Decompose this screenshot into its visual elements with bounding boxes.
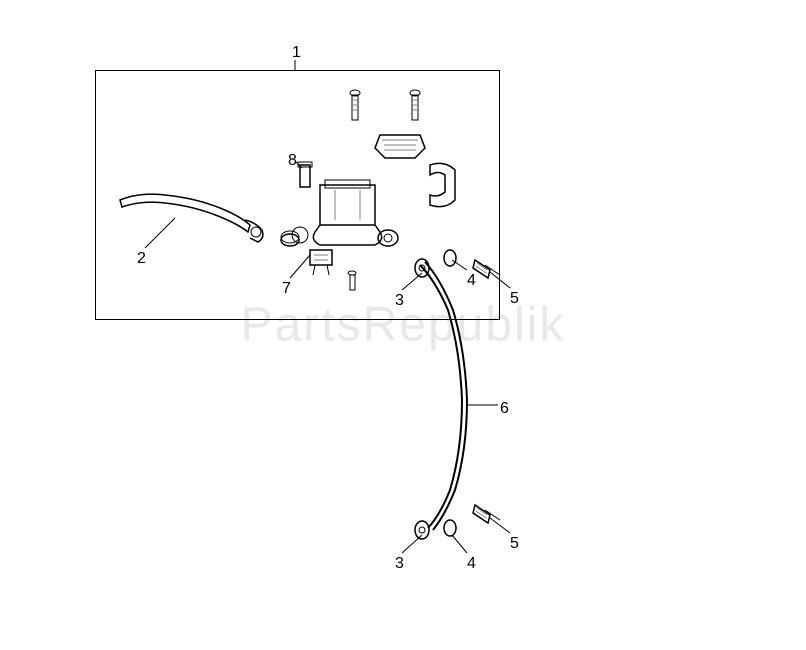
screws-drawing [350, 90, 420, 120]
master-cylinder-drawing [313, 180, 398, 246]
small-screw-drawing [348, 271, 356, 290]
cap-nut-drawing [281, 231, 299, 246]
bottom-banjo-drawing [415, 505, 500, 539]
callout-4b: 4 [467, 555, 476, 573]
callout-3a: 3 [395, 292, 404, 310]
parts-diagram: PartsRepublik [0, 0, 806, 650]
diagram-drawing [0, 0, 806, 650]
callout-8: 8 [288, 152, 297, 170]
brake-lever-drawing [120, 194, 263, 242]
reservoir-cap-drawing [375, 135, 425, 158]
callout-4a: 4 [467, 272, 476, 290]
callout-7: 7 [282, 280, 291, 298]
pivot-bolt-drawing [292, 162, 312, 243]
callout-6: 6 [500, 400, 509, 418]
callout-5b: 5 [510, 535, 519, 553]
switch-drawing [310, 250, 332, 275]
brake-hose-drawing [420, 262, 467, 530]
callout-5a: 5 [510, 290, 519, 308]
callout-2: 2 [137, 250, 146, 268]
mounting-bracket-drawing [430, 163, 455, 206]
callout-1: 1 [292, 44, 301, 62]
callout-3b: 3 [395, 555, 404, 573]
